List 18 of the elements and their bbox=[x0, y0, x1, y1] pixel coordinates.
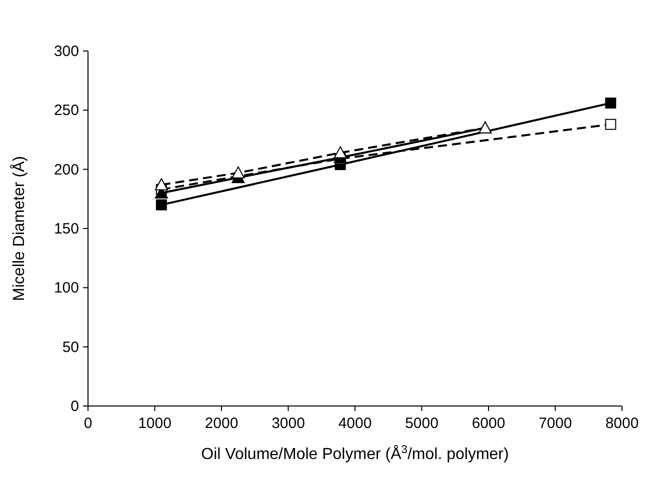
y-tick-label: 150 bbox=[54, 220, 79, 238]
y-tick-label: 250 bbox=[54, 102, 79, 120]
x-axis-title: Oil Volume/Mole Polymer (Å$^{3}$/mol. polymer) bbox=[201, 444, 509, 463]
x-tick-label: 6000 bbox=[472, 415, 506, 432]
x-tick-label: 8000 bbox=[605, 415, 639, 432]
x-tick-label: 4000 bbox=[338, 415, 372, 432]
x-tick-label: 3000 bbox=[272, 415, 305, 432]
y-axis-title: Micelle Diameter (Å) bbox=[10, 156, 28, 301]
y-tick-label: 300 bbox=[54, 43, 79, 60]
x-tick-label: 2000 bbox=[204, 415, 238, 432]
y-tick-label: 100 bbox=[54, 280, 79, 297]
y-tick-label: 50 bbox=[62, 338, 79, 356]
y-tick-label: 200 bbox=[54, 161, 79, 178]
x-tick-label: 1000 bbox=[138, 415, 172, 432]
x-tick-label: 5000 bbox=[405, 415, 438, 432]
y-tick-label: 0 bbox=[70, 398, 79, 415]
x-tick-label: 0 bbox=[84, 415, 92, 432]
x-tick-label: 7000 bbox=[538, 415, 572, 432]
